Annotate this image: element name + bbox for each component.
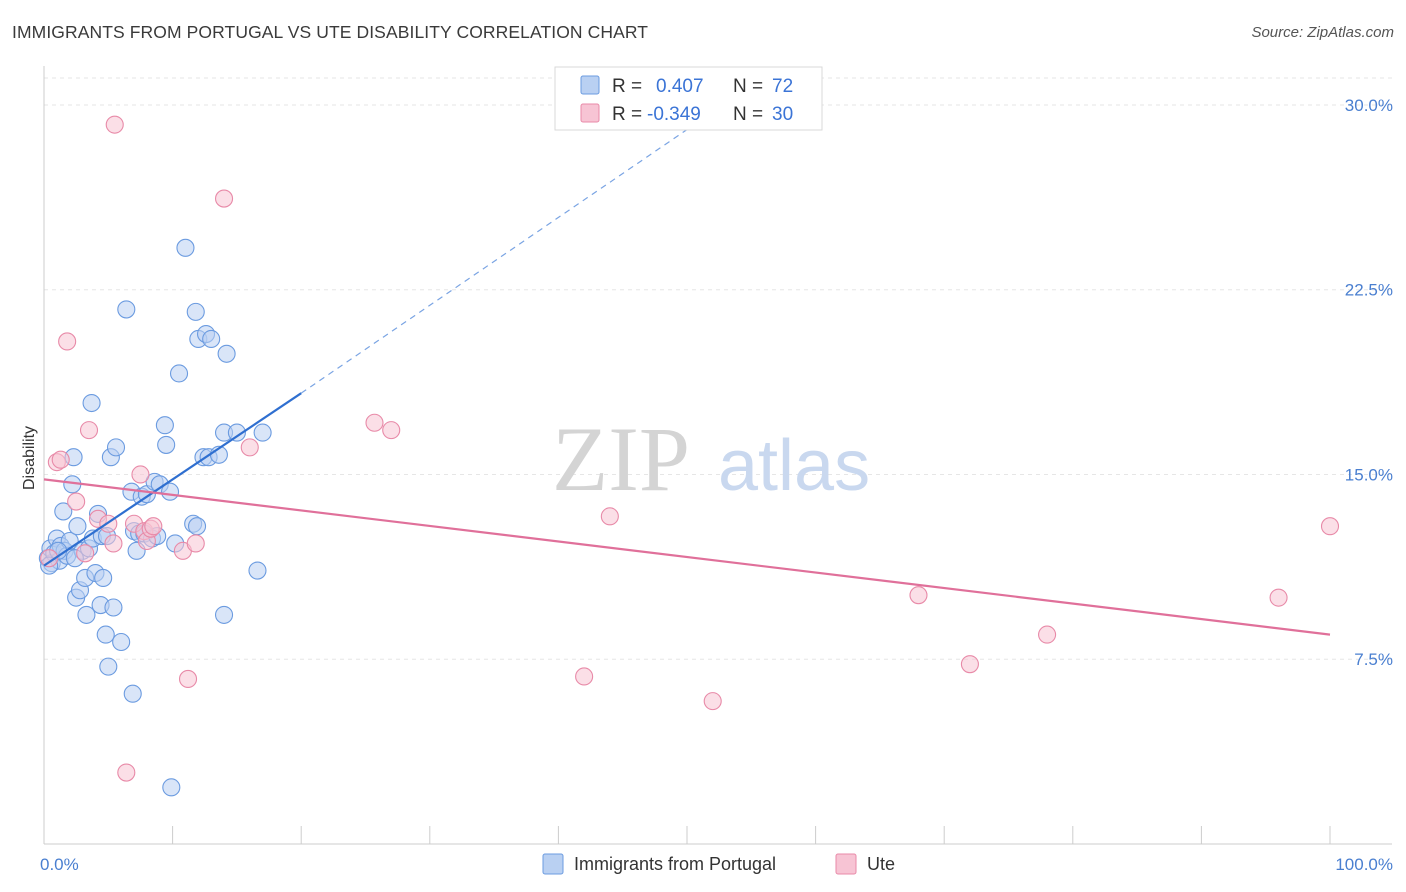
portugal-point-52: [176, 238, 195, 257]
portugal-point-55: [187, 517, 207, 536]
legend-n-value-ute: 30: [772, 104, 793, 125]
portugal-point-47: [157, 435, 176, 454]
bottom-legend-swatch-ute: [835, 853, 857, 875]
x-tick-label-0: 0.0%: [40, 855, 79, 874]
y-tick-label-2: 22.5%: [1345, 281, 1393, 300]
ute-point-17: [144, 517, 163, 536]
ute-trend-line: [43, 478, 1331, 636]
bottom-legend-label-ute: Ute: [867, 854, 895, 874]
series-legend: Immigrants from Portugal Ute: [542, 853, 895, 875]
ute-point-24: [382, 421, 401, 440]
portugal-point-30: [104, 598, 123, 617]
portugal-point-31: [106, 438, 126, 457]
ute-point-29: [960, 655, 979, 674]
portugal-point-26: [94, 568, 113, 587]
ute-point-31: [1269, 588, 1288, 607]
axes: [43, 66, 1392, 845]
ute-point-32: [1320, 517, 1340, 536]
y-tick-label-3: 30.0%: [1345, 96, 1393, 115]
x-tick-labels: 0.0% 100.0%: [40, 855, 1393, 874]
portugal-point-49: [162, 778, 181, 797]
trend-lines: [43, 129, 1331, 636]
ute-point-21: [214, 189, 234, 208]
legend-n-label-ute: N =: [733, 104, 763, 125]
ute-point-27: [703, 692, 722, 711]
portugal-trend-line: [43, 392, 302, 567]
ute-point-4: [67, 492, 86, 511]
portugal-point-33: [117, 300, 136, 319]
portugal-point-54: [186, 302, 205, 321]
legend-n-value-portugal: 72: [772, 76, 793, 97]
ute-point-19: [178, 669, 198, 688]
portugal-point-27: [96, 625, 115, 644]
legend-swatch-portugal: [580, 75, 600, 95]
ute-point-9: [104, 534, 123, 553]
portugal-point-35: [123, 684, 142, 703]
y-axis-label: Disability: [21, 426, 38, 490]
portugal-point-66: [248, 561, 267, 580]
x-tick-label-1: 100.0%: [1335, 855, 1393, 874]
portugal-point-28: [99, 657, 118, 676]
y-tick-label-0: 7.5%: [1354, 650, 1393, 669]
ute-point-28: [909, 586, 928, 605]
portugal-point-63: [214, 605, 234, 624]
portugal-point-64: [217, 344, 236, 363]
portugal-point-7: [54, 502, 73, 521]
ute-point-2: [51, 450, 70, 469]
stats-legend: R = 0.407 N = 72 R = -0.349 N = 30: [554, 66, 823, 131]
ute-point-6: [79, 421, 99, 440]
ute-point-23: [365, 413, 384, 432]
grid-lines: [44, 77, 1392, 660]
portugal-point-18: [77, 605, 96, 624]
watermark-atlas: atlas: [718, 426, 870, 506]
chart-title: IMMIGRANTS FROM PORTUGAL VS UTE DISABILI…: [12, 22, 649, 42]
ute-point-10: [105, 115, 124, 134]
legend-r-label-portugal: R =: [612, 76, 642, 97]
portugal-point-20: [82, 393, 101, 413]
bottom-legend-swatch-portugal: [542, 853, 564, 875]
ute-point-11: [117, 763, 136, 782]
ute-point-5: [76, 544, 95, 563]
legend-n-label-portugal: N =: [733, 76, 763, 97]
chart-source: Source: ZipAtlas.com: [1251, 24, 1394, 41]
portugal-point-60: [202, 329, 221, 349]
portugal-point-14: [68, 517, 87, 536]
legend-r-label-ute: R =: [612, 104, 642, 125]
bottom-legend-label-portugal: Immigrants from Portugal: [574, 854, 776, 874]
ute-point-25: [600, 507, 619, 526]
portugal-point-51: [169, 364, 189, 383]
ute-point-20: [186, 534, 205, 553]
legend-r-value-portugal: 0.407: [656, 76, 704, 97]
y-tick-labels: 7.5% 15.0% 22.5% 30.0%: [1345, 96, 1393, 669]
legend-swatch-ute: [580, 103, 600, 123]
portugal-point-65: [227, 423, 246, 442]
watermark: ZIP atlas: [552, 408, 870, 510]
data-points: [38, 115, 1340, 797]
y-tick-label-1: 15.0%: [1345, 465, 1393, 484]
ute-point-0: [40, 549, 59, 568]
legend-r-value-ute: -0.349: [647, 104, 701, 125]
watermark-zip: ZIP: [552, 408, 690, 510]
ute-point-3: [58, 332, 77, 351]
portugal-point-32: [112, 632, 131, 652]
portugal-point-67: [253, 423, 272, 442]
ute-point-22: [240, 438, 259, 457]
portugal-trend-extension: [300, 129, 688, 394]
ute-point-30: [1038, 625, 1057, 644]
portugal-point-46: [155, 416, 174, 435]
ute-point-26: [575, 667, 594, 686]
ute-point-13: [131, 465, 150, 484]
